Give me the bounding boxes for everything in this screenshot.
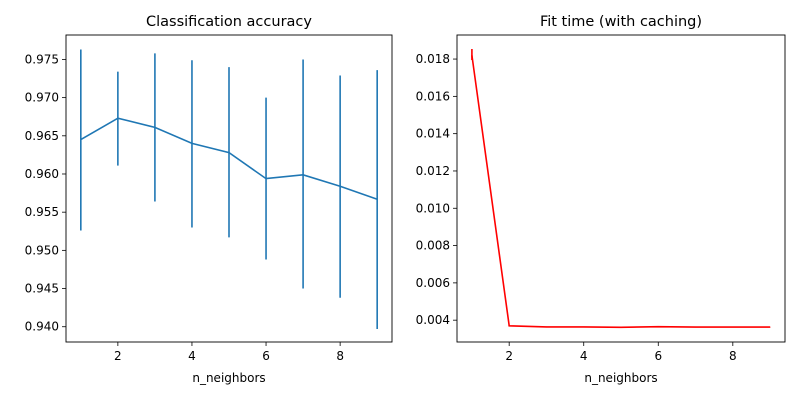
subplot-2: Fit time (with caching) n_neighbors 2 4 6 8 0.…	[416, 14, 785, 385]
y-tick-label: 0.945	[25, 282, 59, 296]
x-axis-label: n_neighbors	[192, 371, 265, 385]
subplot-1: Classification accuracy n_neighbors 2 4 6 8 0.…	[25, 14, 392, 385]
x-tick-label: 8	[729, 349, 737, 363]
y-tick-label: 0.016	[416, 89, 450, 103]
y-tick-label: 0.970	[25, 91, 59, 105]
chart-title: Fit time (with caching)	[540, 14, 702, 30]
x-tick-label: 2	[505, 349, 513, 363]
x-tick-label: 8	[336, 349, 344, 363]
x-axis-label: n_neighbors	[584, 371, 657, 385]
chart-title: Classification accuracy	[146, 14, 312, 30]
y-tick-label: 0.010	[416, 201, 450, 215]
series-line	[472, 55, 770, 327]
y-tick-label: 0.940	[25, 320, 59, 334]
y-tick-label: 0.014	[416, 127, 450, 141]
y-tick-label: 0.008	[416, 239, 450, 253]
x-tick-label: 4	[580, 349, 588, 363]
y-tick-label: 0.965	[25, 129, 59, 143]
x-tick-label: 2	[114, 349, 122, 363]
y-tick-label: 0.018	[416, 52, 450, 66]
axes-frame	[457, 35, 785, 342]
y-tick-label: 0.006	[416, 276, 450, 290]
y-tick-label: 0.004	[416, 313, 450, 327]
x-tick-label: 6	[262, 349, 270, 363]
y-tick-label: 0.012	[416, 164, 450, 178]
y-tick-label: 0.955	[25, 205, 59, 219]
y-tick-label: 0.975	[25, 52, 59, 66]
x-tick-label: 6	[654, 349, 662, 363]
y-tick-label: 0.950	[25, 243, 59, 257]
y-tick-label: 0.960	[25, 167, 59, 181]
x-tick-label: 4	[188, 349, 196, 363]
